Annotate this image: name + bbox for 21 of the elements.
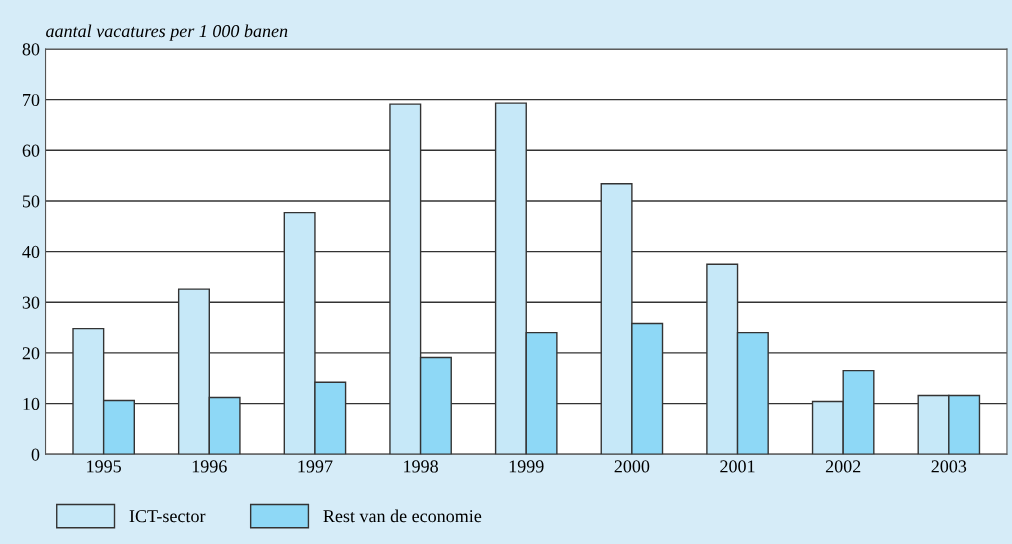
legend-label: Rest van de economie	[323, 509, 482, 523]
y-tick-label: 20	[22, 347, 40, 360]
y-tick-label: 70	[23, 93, 40, 107]
x-tick-label: 1999	[509, 460, 544, 473]
y-axis-title: aantal vacatures per 1 000 banen	[46, 24, 288, 41]
x-tick-label: 1998	[404, 460, 438, 473]
y-tick-label: 60	[22, 144, 40, 157]
y-tick-label: 40	[22, 245, 40, 259]
x-tick-label: 1997	[298, 460, 333, 473]
x-tick-label: 1996	[192, 460, 227, 473]
legend-label: ICT-sector	[129, 510, 206, 523]
x-tick-label: 2001	[720, 460, 755, 473]
y-tick-label: 80	[22, 43, 40, 56]
y-tick-label: 30	[22, 296, 40, 309]
x-tick-label: 2003	[931, 460, 967, 473]
y-tick-label: 10	[23, 397, 40, 411]
y-tick-label: 50	[22, 195, 40, 208]
y-tick-label: 0	[31, 448, 40, 461]
x-tick-label: 2000	[614, 460, 650, 473]
x-tick-label: 2002	[825, 460, 861, 473]
x-tick-label: 1995	[87, 460, 121, 473]
